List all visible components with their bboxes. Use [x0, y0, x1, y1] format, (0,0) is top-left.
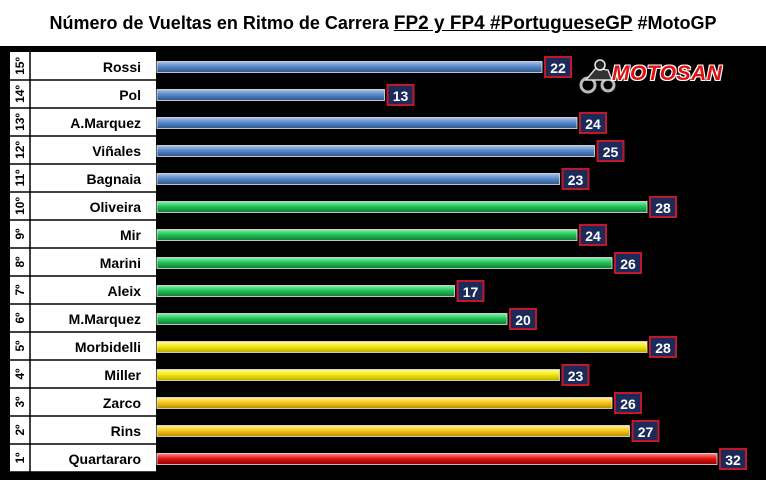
- value-box: [719, 448, 747, 470]
- value-label: 13: [393, 88, 409, 104]
- value-label: 23: [568, 172, 584, 188]
- rider-label: Aleix: [108, 283, 142, 299]
- position-label: 3º: [13, 396, 27, 408]
- value-label: 24: [585, 116, 601, 132]
- bar: [156, 397, 613, 409]
- position-label: 5º: [13, 340, 27, 352]
- bar: [156, 257, 613, 269]
- value-label: 20: [515, 312, 531, 328]
- value-box: [456, 280, 485, 302]
- bar: [156, 369, 560, 381]
- value-label: 24: [585, 228, 601, 244]
- value-box: [561, 168, 590, 190]
- position-label: 9º: [13, 228, 27, 240]
- value-box: [649, 196, 677, 218]
- value-box: [561, 364, 590, 386]
- position-label: 7º: [13, 284, 27, 296]
- rider-label: Bagnaia: [87, 171, 142, 187]
- bar-chart: 15º Rossi 22 14º Pol 13 13º A.Marquez 24 12º Viñal…: [10, 52, 747, 473]
- bar: [156, 285, 455, 297]
- value-label: 17: [463, 284, 479, 300]
- bar: [156, 61, 543, 73]
- position-label: 14º: [13, 85, 27, 103]
- rider-label: M.Marquez: [69, 311, 141, 327]
- position-label: 12º: [13, 141, 27, 159]
- bar: [156, 201, 648, 213]
- position-label: 1º: [13, 452, 27, 464]
- rider-label: Zarco: [103, 395, 141, 411]
- label-panel: [10, 52, 156, 472]
- rider-label: A.Marquez: [70, 115, 141, 131]
- chart-title: Número de Vueltas en Ritmo de Carrera FP…: [0, 0, 766, 46]
- value-box: [596, 140, 625, 162]
- rider-label: Miller: [104, 367, 141, 383]
- title-highlight: FP2 y FP4 #PortugueseGP: [393, 13, 633, 34]
- position-label: 2º: [13, 424, 27, 436]
- rider-label: Quartararo: [69, 451, 141, 467]
- rider-label: Mir: [120, 227, 142, 243]
- rider-label: Pol: [119, 87, 141, 103]
- title-prefix: Número de Vueltas en Ritmo de Carrera: [49, 13, 394, 33]
- value-label: 22: [550, 60, 566, 76]
- value-box: [631, 420, 660, 442]
- value-box: [386, 84, 415, 106]
- position-label: 10º: [13, 197, 27, 215]
- value-label: 28: [655, 200, 671, 216]
- value-box: [614, 392, 642, 414]
- logo-text: MOTOSAN: [612, 62, 723, 85]
- bar: [156, 145, 595, 157]
- value-box: [579, 112, 607, 134]
- value-label: 32: [725, 452, 741, 468]
- rider-label: Rossi: [103, 59, 141, 75]
- rider-label: Marini: [100, 255, 141, 271]
- position-label: 8º: [13, 256, 27, 268]
- value-box: [579, 224, 607, 246]
- rider-label: Oliveira: [90, 199, 142, 215]
- title-suffix: #MotoGP: [632, 13, 717, 33]
- bar: [156, 313, 508, 325]
- bar: [156, 173, 560, 185]
- value-box: [509, 308, 537, 330]
- bar: [156, 89, 385, 101]
- position-label: 13º: [13, 113, 27, 131]
- value-label: 28: [655, 340, 671, 356]
- motorbike-rider-icon: [579, 59, 616, 94]
- value-label: 26: [620, 256, 636, 272]
- position-label: 6º: [13, 312, 27, 324]
- value-box: [614, 252, 642, 274]
- value-box: [544, 56, 572, 78]
- value-label: 27: [638, 424, 654, 440]
- rider-label: Morbidelli: [75, 339, 141, 355]
- value-label: 26: [620, 396, 636, 412]
- bar: [156, 117, 578, 129]
- rider-label: Viñales: [92, 143, 141, 159]
- position-label: 4º: [13, 368, 27, 380]
- value-label: 25: [603, 144, 619, 160]
- value-label: 23: [568, 368, 584, 384]
- bar: [156, 229, 578, 241]
- bar: [156, 341, 648, 353]
- rider-label: Rins: [111, 423, 142, 439]
- value-box: [649, 336, 677, 358]
- position-label: 11º: [13, 169, 27, 187]
- position-label: 15º: [13, 57, 27, 75]
- logo: MOTOSAN: [578, 58, 750, 94]
- bar: [156, 453, 718, 465]
- bar: [156, 425, 630, 437]
